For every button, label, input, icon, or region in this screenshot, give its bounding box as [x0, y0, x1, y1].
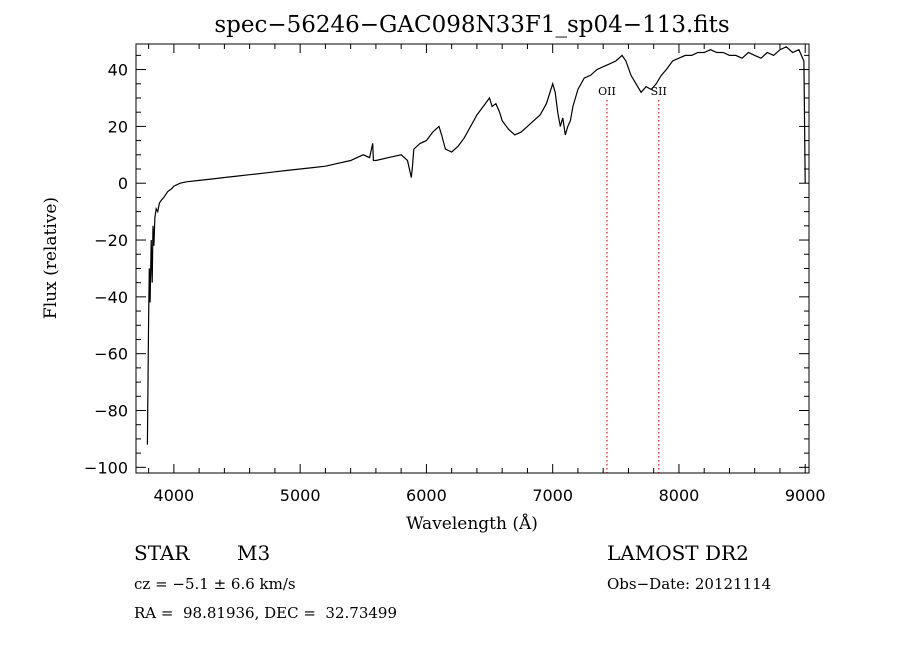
x-axis-label: Wavelength (Å): [406, 513, 538, 534]
object-subclass: M3: [237, 541, 271, 565]
sky-coordinates: RA = 98.81936, DEC = 32.73499: [134, 604, 398, 622]
y-tick-label: 20: [108, 117, 128, 136]
object-class: STAR: [134, 541, 190, 565]
x-tick-label: 7000: [532, 486, 573, 505]
annotation-lines: OII SII: [598, 85, 667, 473]
x-tick-label: 5000: [280, 486, 321, 505]
annotation-label: SII: [651, 85, 667, 98]
y-tick-label: −40: [94, 288, 128, 307]
y-tick-label: −80: [94, 401, 128, 420]
x-tick-label: 4000: [154, 486, 195, 505]
x-tick-label: 9000: [785, 486, 826, 505]
plot-frame: [135, 43, 810, 474]
chart-title: spec−56246−GAC098N33F1_sp04−113.fits: [214, 12, 729, 38]
y-tick-label: −100: [84, 458, 128, 477]
x-tick-label: 6000: [406, 486, 447, 505]
y-axis-label: Flux (relative): [41, 197, 61, 319]
y-tick-label: −60: [94, 345, 128, 364]
survey-label: LAMOST DR2: [607, 541, 749, 565]
y-tick-label: 40: [108, 61, 128, 80]
axis-ticks: 4000 5000 6000 7000 8000 9000 −100 −80 −60 −40 −20…: [84, 44, 826, 505]
spectrum-line: [146, 46, 806, 445]
x-tick-label: 8000: [659, 486, 700, 505]
observation-date: Obs−Date: 20121114: [607, 575, 772, 593]
annotation-label: OII: [598, 85, 616, 98]
y-tick-label: −20: [94, 231, 128, 250]
y-tick-label: 0: [118, 174, 128, 193]
redshift-velocity: cz = −5.1 ± 6.6 km/s: [134, 575, 296, 593]
